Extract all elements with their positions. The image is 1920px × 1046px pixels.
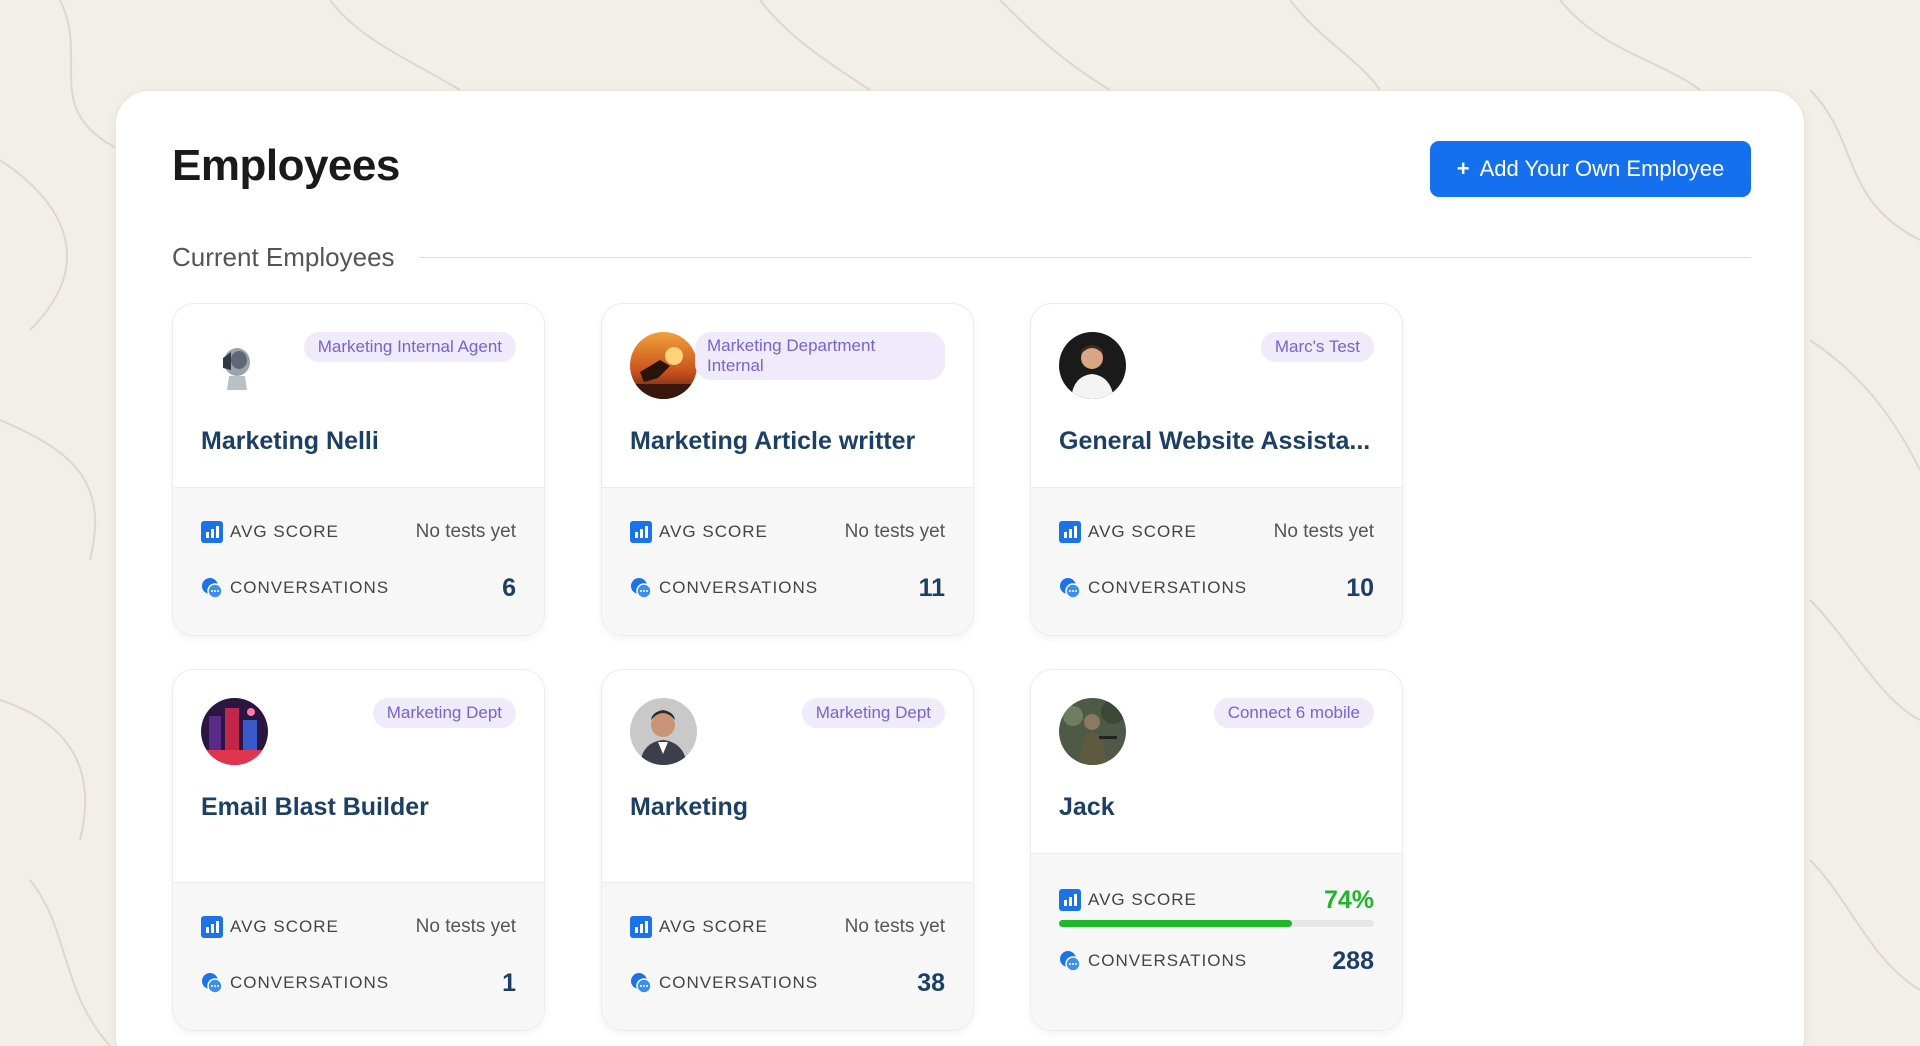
conversations-count: 288 xyxy=(1332,946,1374,975)
avg-score-label: AVG SCORE xyxy=(1088,522,1197,541)
conversations-count: 11 xyxy=(918,573,945,602)
section-divider xyxy=(418,256,1751,258)
employee-card[interactable]: Marketing Dept Marketing AVG SCORE No te… xyxy=(601,669,974,1031)
avg-score-value: No tests yet xyxy=(415,521,516,542)
employee-name: Jack xyxy=(1059,793,1115,821)
soldier-avatar xyxy=(1059,698,1126,765)
sunset-figure-avatar xyxy=(630,332,697,399)
avg-score-value: No tests yet xyxy=(844,521,945,542)
employee-card[interactable]: Connect 6 mobile Jack AVG SCORE 74% CONV… xyxy=(1030,669,1403,1031)
avg-score-label: AVG SCORE xyxy=(230,917,339,936)
score-progress-bar xyxy=(1059,920,1374,927)
employee-tag: Marc's Test xyxy=(1260,332,1374,362)
add-employee-button[interactable]: + Add Your Own Employee xyxy=(1430,141,1751,197)
businessman-avatar xyxy=(630,698,697,765)
employee-card[interactable]: Marc's Test General Website Assista... A… xyxy=(1030,303,1403,636)
page-title: Employees xyxy=(172,141,400,190)
conversations-label: CONVERSATIONS xyxy=(659,973,819,992)
conversations-row: CONVERSATIONS 11 xyxy=(630,560,945,616)
employee-name: Marketing xyxy=(630,793,749,821)
conversations-label: CONVERSATIONS xyxy=(659,578,819,597)
conversations-row: CONVERSATIONS 10 xyxy=(1059,560,1374,616)
conversations-count: 38 xyxy=(917,968,945,997)
bar-chart-icon xyxy=(1059,889,1081,911)
bar-chart-icon xyxy=(630,916,652,938)
conversations-label: CONVERSATIONS xyxy=(1088,578,1248,597)
conversations-count: 1 xyxy=(502,968,516,997)
bar-chart-icon xyxy=(201,521,223,543)
conversations-row: CONVERSATIONS 6 xyxy=(201,560,516,616)
employee-tag: Connect 6 mobile xyxy=(1213,698,1374,728)
conversations-label: CONVERSATIONS xyxy=(230,973,390,992)
avg-score-row: AVG SCORE No tests yet xyxy=(630,504,945,560)
employee-name: Marketing Article writter xyxy=(630,427,916,455)
avg-score-value: 74% xyxy=(1323,885,1374,914)
avg-score-value: No tests yet xyxy=(415,916,516,937)
avg-score-label: AVG SCORE xyxy=(1088,890,1197,909)
bar-chart-icon xyxy=(1059,521,1081,543)
employee-tag: Marketing Dept xyxy=(372,698,516,728)
chat-bubbles-icon xyxy=(1060,951,1081,972)
man-portrait-avatar xyxy=(1059,332,1126,399)
avg-score-row: AVG SCORE 74% xyxy=(1059,872,1374,928)
section-title: Current Employees xyxy=(172,241,395,272)
employees-panel: Employees + Add Your Own Employee Curren… xyxy=(115,90,1805,1046)
employee-tag: Marketing Dept xyxy=(801,698,945,728)
conversations-label: CONVERSATIONS xyxy=(1088,951,1248,970)
employee-tag: Marketing Department Internal xyxy=(695,332,945,380)
avg-score-row: AVG SCORE No tests yet xyxy=(630,899,945,955)
avg-score-row: AVG SCORE No tests yet xyxy=(201,504,516,560)
conversations-count: 6 xyxy=(502,573,516,602)
employee-name: Marketing Nelli xyxy=(201,427,379,455)
chat-bubbles-icon xyxy=(202,973,223,994)
chat-bubbles-icon xyxy=(1060,578,1081,599)
employee-tag: Marketing Internal Agent xyxy=(303,332,516,362)
chat-bubbles-icon xyxy=(202,578,223,599)
robot-avatar xyxy=(201,332,268,399)
section-header: Current Employees xyxy=(172,237,1751,277)
employee-name: General Website Assista... xyxy=(1059,427,1371,455)
neon-city-avatar xyxy=(201,698,268,765)
plus-icon: + xyxy=(1456,156,1470,181)
avg-score-value: No tests yet xyxy=(1273,521,1374,542)
avg-score-label: AVG SCORE xyxy=(659,917,768,936)
score-progress-fill xyxy=(1059,920,1293,927)
employee-card[interactable]: Marketing Dept Email Blast Builder AVG S… xyxy=(172,669,545,1031)
avg-score-label: AVG SCORE xyxy=(230,522,339,541)
bar-chart-icon xyxy=(630,521,652,543)
employee-name: Email Blast Builder xyxy=(201,793,429,821)
avg-score-label: AVG SCORE xyxy=(659,522,768,541)
conversations-row: CONVERSATIONS 1 xyxy=(201,955,516,1011)
conversations-row: CONVERSATIONS 38 xyxy=(630,955,945,1011)
bar-chart-icon xyxy=(201,916,223,938)
add-employee-label: Add Your Own Employee xyxy=(1479,156,1725,181)
avg-score-row: AVG SCORE No tests yet xyxy=(1059,504,1374,560)
employee-card[interactable]: Marketing Internal Agent Marketing Nelli… xyxy=(172,303,545,636)
avg-score-row: AVG SCORE No tests yet xyxy=(201,899,516,955)
employee-card[interactable]: Marketing Department Internal Marketing … xyxy=(601,303,974,636)
conversations-row: CONVERSATIONS 288 xyxy=(1059,933,1374,989)
conversations-count: 10 xyxy=(1346,573,1374,602)
conversations-label: CONVERSATIONS xyxy=(230,578,390,597)
chat-bubbles-icon xyxy=(631,973,652,994)
chat-bubbles-icon xyxy=(631,578,652,599)
avg-score-value: No tests yet xyxy=(844,916,945,937)
